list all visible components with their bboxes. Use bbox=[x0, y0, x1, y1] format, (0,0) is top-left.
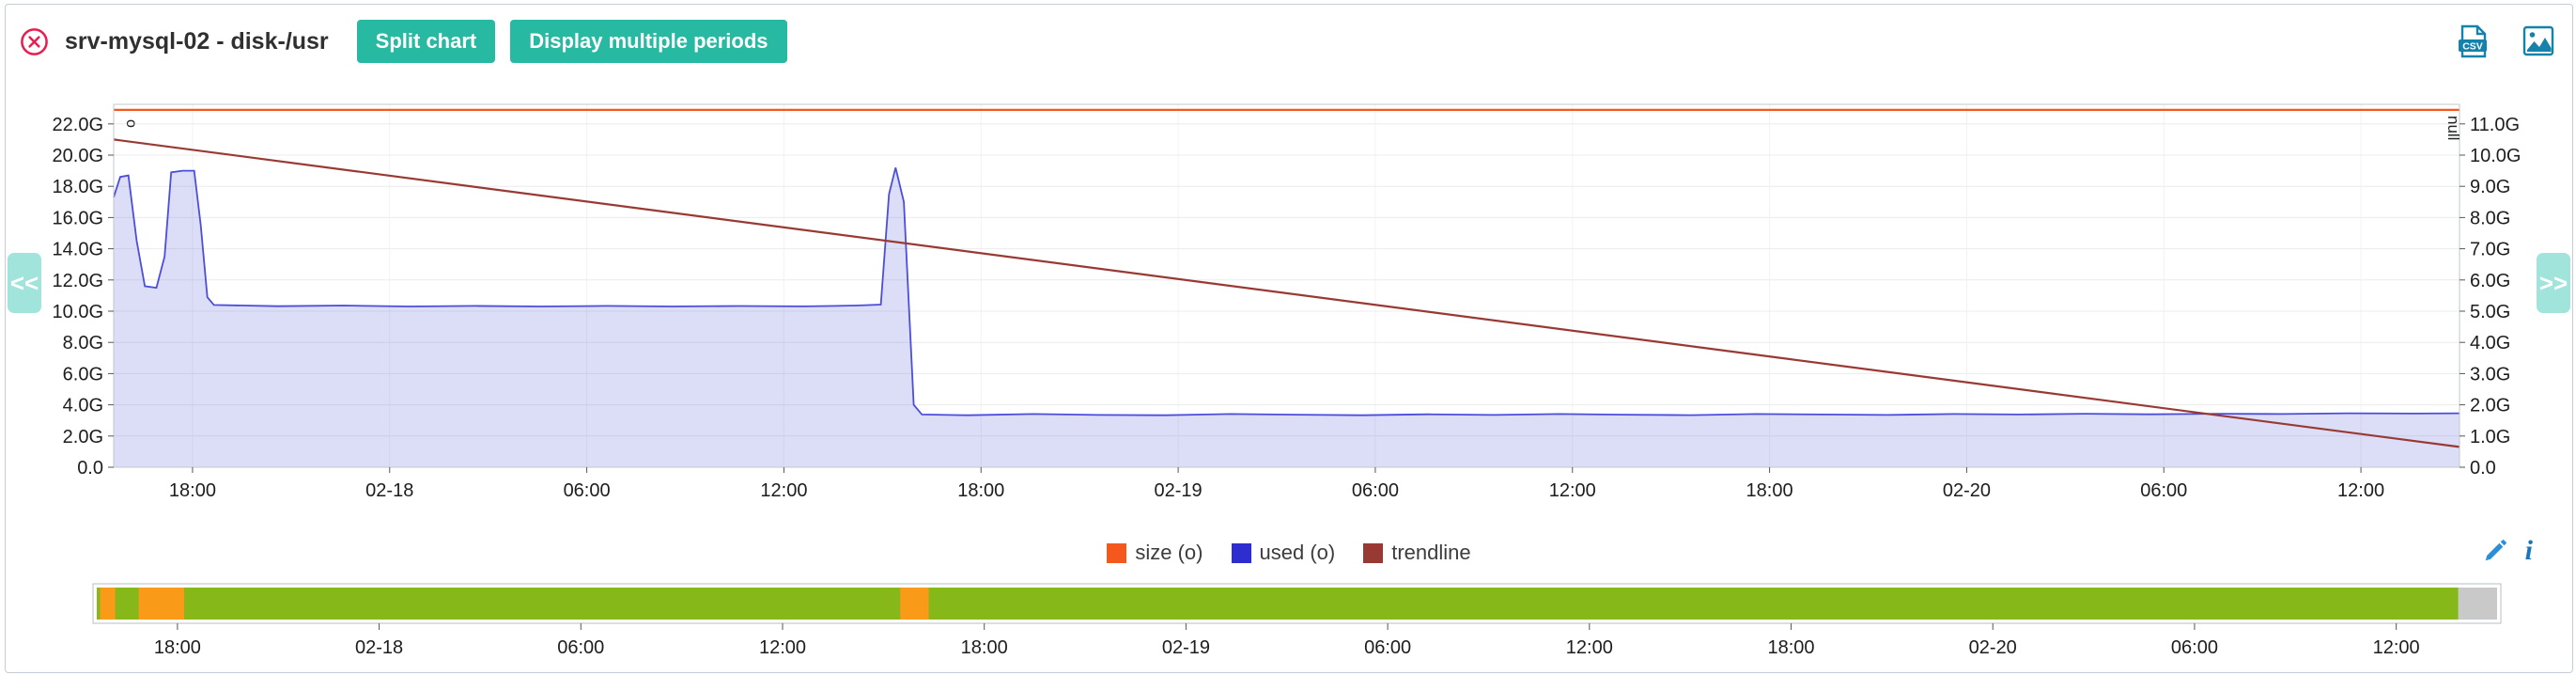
overview-segment-unknown[interactable] bbox=[2458, 588, 2497, 620]
overview-x-tick-label: 02-19 bbox=[1162, 637, 1210, 658]
overview-timeline[interactable]: 18:00 02-18 06:00 12:00 18:00 02-19 06:00 12:00… bbox=[6, 578, 2570, 672]
x-tick-label: 06:00 bbox=[1352, 480, 1399, 501]
close-icon[interactable] bbox=[19, 26, 50, 57]
y-right-tick-label: 2.0G bbox=[2470, 396, 2510, 416]
overview-segment-warning[interactable] bbox=[900, 588, 929, 620]
image-export-icon[interactable] bbox=[2520, 24, 2557, 59]
graph-header: srv-mysql-02 - disk-/usr Split chart Dis… bbox=[6, 5, 2572, 72]
y-left-unit-label: o bbox=[123, 119, 139, 128]
legend-item-trendline[interactable]: trendline bbox=[1363, 541, 1471, 565]
graph-title: srv-mysql-02 - disk-/usr bbox=[65, 27, 329, 55]
y-right-tick-label: 5.0G bbox=[2470, 302, 2510, 322]
plot-border bbox=[113, 103, 2460, 468]
y-left-tick-label: 0.0 bbox=[77, 458, 103, 479]
display-multiple-periods-button[interactable]: Display multiple periods bbox=[510, 20, 787, 63]
y-left-tick-label: 16.0G bbox=[53, 208, 103, 228]
y-right-tick-label: 1.0G bbox=[2470, 427, 2510, 447]
y-left-tick-label: 2.0G bbox=[63, 427, 103, 447]
x-tick-label: 02-19 bbox=[1155, 480, 1203, 501]
overview-x-tick-label: 12:00 bbox=[1566, 637, 1613, 658]
y-left-tick-label: 6.0G bbox=[63, 364, 103, 385]
y-left-tick-label: 10.0G bbox=[53, 302, 103, 322]
scroll-left-button[interactable]: << bbox=[8, 253, 41, 313]
overview-x-tick-label: 02-20 bbox=[1969, 637, 2017, 658]
legend-item-used[interactable]: used (o) bbox=[1231, 541, 1336, 565]
csv-icon-label: CSV bbox=[2462, 41, 2483, 53]
overview-x-tick-label: 12:00 bbox=[759, 637, 806, 658]
legend-label-size: size (o) bbox=[1135, 541, 1203, 564]
x-tick-label: 12:00 bbox=[760, 480, 807, 501]
x-tick-label: 12:00 bbox=[1549, 480, 1596, 501]
y-right-tick-label: 4.0G bbox=[2470, 333, 2510, 353]
legend: size (o) used (o) trendline i bbox=[6, 527, 2572, 578]
series-line-trendline bbox=[113, 138, 2460, 448]
x-tick-label: 06:00 bbox=[564, 480, 611, 501]
overview-x-tick-label: 12:00 bbox=[2373, 637, 2420, 658]
y-left-tick-label: 18.0G bbox=[53, 177, 103, 197]
legend-label-used: used (o) bbox=[1259, 541, 1336, 564]
y-left-tick-label: 12.0G bbox=[53, 271, 103, 291]
x-tick-label: 18:00 bbox=[957, 480, 1004, 501]
series-area-used bbox=[114, 167, 2460, 468]
overview-x-tick-label: 18:00 bbox=[1767, 637, 1814, 658]
legend-item-size[interactable]: size (o) bbox=[1107, 541, 1203, 565]
y-right-tick-label: 0.0 bbox=[2470, 458, 2496, 479]
y-left-tick-label: 20.0G bbox=[53, 146, 103, 166]
edit-pencil-icon[interactable] bbox=[2482, 538, 2508, 564]
overview-segment-warning[interactable] bbox=[100, 588, 116, 620]
y-right-axis-label: null bbox=[2444, 116, 2462, 140]
y-right-tick-label: 11.0G bbox=[2470, 115, 2520, 135]
overview-x-tick-label: 18:00 bbox=[961, 637, 1008, 658]
y-right-tick-label: 6.0G bbox=[2470, 271, 2510, 291]
graph-card: srv-mysql-02 - disk-/usr Split chart Dis… bbox=[5, 4, 2573, 673]
overview-x-tick-label: 02-18 bbox=[355, 637, 403, 658]
y-left-tick-label: 4.0G bbox=[63, 396, 103, 416]
series-line-used bbox=[113, 167, 2460, 416]
main-chart[interactable]: 0.0 2.0G 4.0G 6.0G 8.0G 10.0G 12.0G 14.0G 16.0G 1… bbox=[6, 72, 2570, 527]
split-chart-button[interactable]: Split chart bbox=[356, 20, 496, 63]
y-right-tick-label: 3.0G bbox=[2470, 364, 2510, 385]
overview-x-tick-label: 06:00 bbox=[2171, 637, 2218, 658]
legend-label-trendline: trendline bbox=[1391, 541, 1471, 564]
y-right-tick-label: 8.0G bbox=[2470, 208, 2510, 228]
y-right-tick-label: 7.0G bbox=[2470, 240, 2510, 260]
plot-background bbox=[114, 104, 2460, 467]
scroll-right-button[interactable]: >> bbox=[2537, 253, 2570, 313]
x-tick-label: 18:00 bbox=[169, 480, 216, 501]
overview-x-tick-label: 06:00 bbox=[557, 637, 604, 658]
overview-x-tick-label: 18:00 bbox=[154, 637, 201, 658]
y-left-tick-label: 8.0G bbox=[63, 333, 103, 353]
info-icon[interactable]: i bbox=[2524, 535, 2533, 566]
x-tick-label: 02-20 bbox=[1943, 480, 1991, 501]
x-tick-label: 18:00 bbox=[1746, 480, 1793, 501]
legend-swatch-size bbox=[1107, 542, 1127, 563]
x-tick-label: 06:00 bbox=[2140, 480, 2187, 501]
legend-swatch-used bbox=[1231, 542, 1251, 563]
legend-swatch-trendline bbox=[1363, 542, 1384, 563]
overview-segment-ok[interactable] bbox=[97, 588, 2459, 620]
x-tick-label: 02-18 bbox=[365, 480, 413, 501]
y-right-tick-label: 9.0G bbox=[2470, 177, 2510, 197]
overview-area: 18:00 02-18 06:00 12:00 18:00 02-19 06:00 12:00… bbox=[6, 578, 2572, 672]
legend-tools: i bbox=[2482, 537, 2533, 565]
x-tick-label: 12:00 bbox=[2337, 480, 2384, 501]
csv-export-icon[interactable]: CSV bbox=[2454, 24, 2491, 59]
y-right-tick-label: 10.0G bbox=[2470, 146, 2521, 166]
overview-segment-warning[interactable] bbox=[138, 588, 184, 620]
y-left-tick-label: 14.0G bbox=[53, 240, 103, 260]
y-left-tick-label: 22.0G bbox=[53, 115, 103, 135]
chart-area: 0.0 2.0G 4.0G 6.0G 8.0G 10.0G 12.0G 14.0G 16.0G 1… bbox=[6, 72, 2572, 527]
overview-x-tick-label: 06:00 bbox=[1364, 637, 1411, 658]
